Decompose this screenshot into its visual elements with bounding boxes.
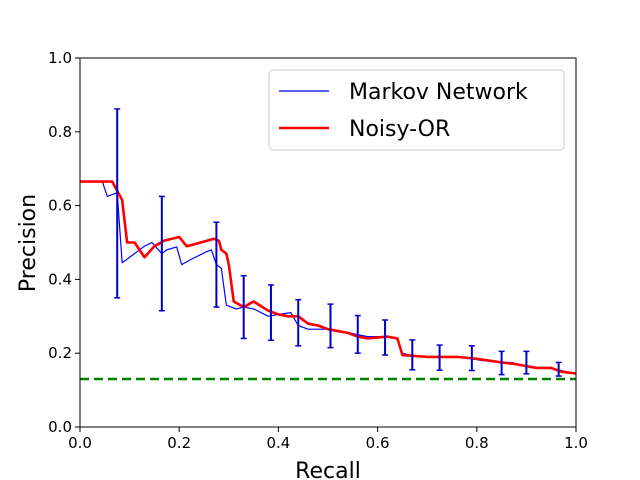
x-tick-label: 0.8	[465, 434, 489, 452]
series-line-noisy-or	[80, 180, 577, 375]
x-tick-label: 0.6	[366, 434, 390, 452]
y-tick-label: 0.0	[48, 418, 72, 436]
error-bar	[409, 339, 416, 371]
error-bar	[158, 195, 165, 312]
error-bar	[213, 221, 220, 308]
x-tick-label: 1.0	[564, 434, 588, 452]
x-tick-label: 0.4	[266, 434, 290, 452]
plot-area	[80, 108, 577, 381]
x-tick-label: 0.2	[167, 434, 191, 452]
error-bar	[436, 344, 443, 371]
y-axis-ticks: 0.0 0.2 0.4 0.6 0.8 1.0	[48, 49, 80, 436]
y-tick-label: 0.4	[48, 270, 72, 288]
x-tick-label: 0.0	[68, 434, 92, 452]
y-axis-label: Precision	[16, 194, 41, 292]
error-bar	[498, 350, 505, 376]
y-tick-label: 1.0	[48, 49, 72, 67]
error-bar	[295, 298, 302, 347]
y-tick-label: 0.6	[48, 197, 72, 215]
legend-label-noisy-or: Noisy-OR	[349, 117, 450, 142]
error-bar	[267, 284, 274, 342]
error-bar	[354, 314, 361, 354]
x-axis-ticks: 0.0 0.2 0.4 0.6 0.8 1.0	[68, 427, 588, 452]
error-bar	[114, 108, 121, 299]
y-tick-label: 0.8	[48, 123, 72, 141]
error-bar	[468, 345, 475, 372]
legend-box	[268, 69, 565, 151]
x-axis-label: Recall	[295, 459, 361, 480]
y-tick-label: 0.2	[48, 344, 72, 362]
error-bar	[523, 350, 530, 375]
legend: Markov Network Noisy-OR	[268, 69, 565, 151]
error-bar	[327, 303, 334, 349]
plot-frame	[79, 57, 577, 428]
error-bar	[382, 319, 389, 356]
error-bar	[240, 274, 247, 340]
error-bar	[555, 361, 562, 377]
legend-label-markov-network: Markov Network	[349, 80, 528, 105]
